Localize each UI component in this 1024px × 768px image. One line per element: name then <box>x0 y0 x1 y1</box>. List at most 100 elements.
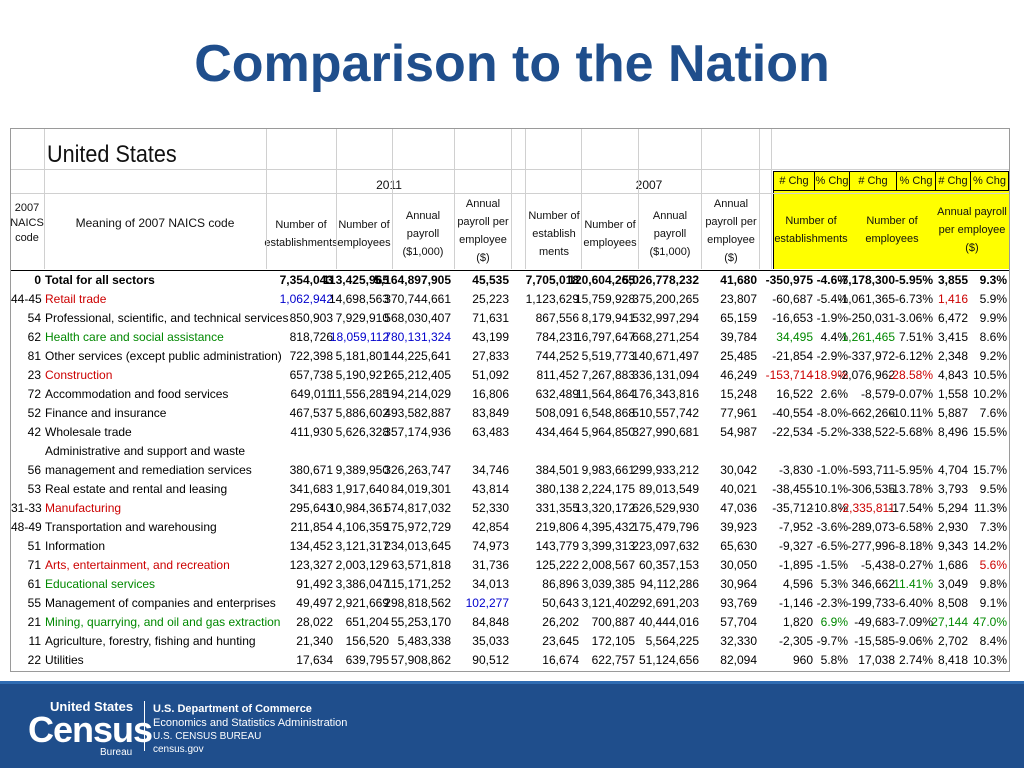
cell-wp: 11.3% <box>973 501 1007 515</box>
cell-wc: 8,496 <box>937 425 968 439</box>
cell-ppe07: 25,485 <box>720 349 757 363</box>
naics-code-cell: 21 <box>27 615 41 629</box>
naics-name-cell: Professional, scientific, and technical … <box>45 311 289 325</box>
cell-ppe11: 43,199 <box>472 330 509 344</box>
cell-ppe07: 54,987 <box>720 425 757 439</box>
grid-line <box>392 129 393 269</box>
cell-p11: 2,003,129 <box>335 558 389 572</box>
footer-divider <box>144 701 145 751</box>
cell-e11: 467,537 <box>289 406 333 420</box>
cell-pp: 7.51% <box>898 330 933 344</box>
cell-pp: -6.58% <box>894 520 933 534</box>
naics-code-cell: 81 <box>27 349 41 363</box>
cell-e07: 744,252 <box>535 349 579 363</box>
cell-ppe07: 30,042 <box>720 463 757 477</box>
naics-name-cell: Agriculture, forestry, fishing and hunti… <box>45 634 256 648</box>
cell-ppe11: 52,330 <box>472 501 509 515</box>
table-row: 22 Utilities 17,634 639,795 57,908,862 90,512… <box>11 651 1009 670</box>
naics-name-cell: management and remediation services <box>45 463 252 477</box>
table-row: 51 Information 134,452 3,121,317 234,013,645… <box>11 537 1009 556</box>
naics-code-cell: 62 <box>27 330 41 344</box>
cell-p07: 2,008,567 <box>581 558 635 572</box>
naics-name-cell: Real estate and rental and leasing <box>45 482 228 496</box>
cell-pay07: 375,200,265 <box>632 292 699 306</box>
cell-ep: 4.4% <box>820 330 848 344</box>
cell-wp: 7.6% <box>979 406 1007 420</box>
cell-e07: 784,231 <box>535 330 579 344</box>
cell-ppe07: 93,769 <box>720 596 757 610</box>
cell-p11: 18,059,112 <box>329 330 389 344</box>
cell-ep: 5.3% <box>820 577 848 591</box>
naics-code-cell: 44-45 <box>11 292 42 306</box>
naics-code-cell: 52 <box>27 406 41 420</box>
cell-p11: 2,921,669 <box>335 596 389 610</box>
header-2011-payroll-per-employee: Annual payroll per employee ($) <box>457 198 509 264</box>
cell-e11: 211,854 <box>290 520 334 534</box>
chg-group-payroll-per-employee: Annual payroll per employee ($) <box>937 206 1007 254</box>
grid-line <box>11 169 1009 170</box>
cell-e11: 1,062,942 <box>279 292 333 306</box>
grid-line <box>266 129 267 269</box>
cell-pay07: 5,564,225 <box>645 634 699 648</box>
cell-ppe07: 39,784 <box>720 330 757 344</box>
cell-pay07: 89,013,549 <box>638 482 699 496</box>
table-row: Administrative and support and waste <box>11 442 1009 461</box>
grid-line <box>454 129 455 269</box>
cell-wp: 9.8% <box>979 577 1007 591</box>
cell-pay11: 493,582,887 <box>384 406 451 420</box>
cell-ppe11: 83,849 <box>472 406 509 420</box>
cell-ec: -40,554 <box>772 406 813 420</box>
cell-ec: -16,653 <box>772 311 813 325</box>
grid-line <box>759 129 760 269</box>
cell-e07: 86,896 <box>542 577 579 591</box>
cell-e07: 50,643 <box>542 596 579 610</box>
naics-name-cell: Accommodation and food services <box>45 387 229 401</box>
cell-pay11: 194,214,029 <box>384 387 451 401</box>
cell-ppe07: 41,680 <box>720 273 757 287</box>
cell-e07: 1,123,629 <box>525 292 579 306</box>
table-row: 52 Finance and insurance 467,537 5,886,602 4… <box>11 404 1009 423</box>
cell-e07: 811,452 <box>536 368 580 382</box>
cell-p11: 5,626,328 <box>335 425 389 439</box>
year-2007-header: 2007 <box>635 177 663 192</box>
cell-ep: -9.7% <box>816 634 848 648</box>
header-2007-employees: Number of employees <box>583 219 637 249</box>
cell-e07: 125,222 <box>535 558 579 572</box>
cell-e07: 143,779 <box>535 539 579 553</box>
cell-ppe07: 65,630 <box>720 539 757 553</box>
cell-pay11: 370,744,661 <box>384 292 451 306</box>
table-row: 44-45 Retail trade 1,062,942 14,698,563 370,… <box>11 290 1009 309</box>
cell-pay11: 63,571,818 <box>390 558 451 572</box>
cell-wc: 27,144 <box>931 615 968 629</box>
cell-e07: 7,705,018 <box>525 273 579 287</box>
naics-name-cell: Educational services <box>45 577 156 591</box>
naics-code-cell: 0 <box>34 273 41 287</box>
cell-pc: -7,178,300 <box>837 273 895 287</box>
footer-bar: United States Census Bureau U.S. Departm… <box>0 681 1024 768</box>
cell-p07: 172,105 <box>591 634 635 648</box>
cell-pc: -662,266 <box>847 406 895 420</box>
naics-code-cell: 42 <box>27 425 41 439</box>
cell-pay11: 55,253,170 <box>390 615 451 629</box>
cell-e11: 123,327 <box>289 558 333 572</box>
cell-ppe07: 23,807 <box>720 292 757 306</box>
cell-wp: 9.1% <box>979 596 1007 610</box>
cell-pay07: 292,691,203 <box>632 596 699 610</box>
cell-pc: -8,579 <box>860 387 895 401</box>
cell-ec: -38,455 <box>772 482 813 496</box>
change-header-block <box>773 171 1009 269</box>
naics-code-cell: 55 <box>27 596 41 610</box>
cell-ppe11: 35,033 <box>472 634 509 648</box>
cell-pc: 1,261,465 <box>841 330 895 344</box>
naics-code-cell: 56 <box>27 463 41 477</box>
cell-e11: 134,452 <box>289 539 333 553</box>
cell-wp: 47.0% <box>972 615 1007 629</box>
cell-e07: 384,501 <box>535 463 579 477</box>
cell-ppe11: 63,483 <box>472 425 509 439</box>
cell-wp: 9.9% <box>979 311 1007 325</box>
cell-ppe07: 46,249 <box>720 368 757 382</box>
cell-e11: 7,354,043 <box>279 273 333 287</box>
cell-ep: -10.8% <box>809 501 848 515</box>
cell-pc: -1,061,365 <box>837 292 895 306</box>
cell-ep: -5.2% <box>816 425 848 439</box>
